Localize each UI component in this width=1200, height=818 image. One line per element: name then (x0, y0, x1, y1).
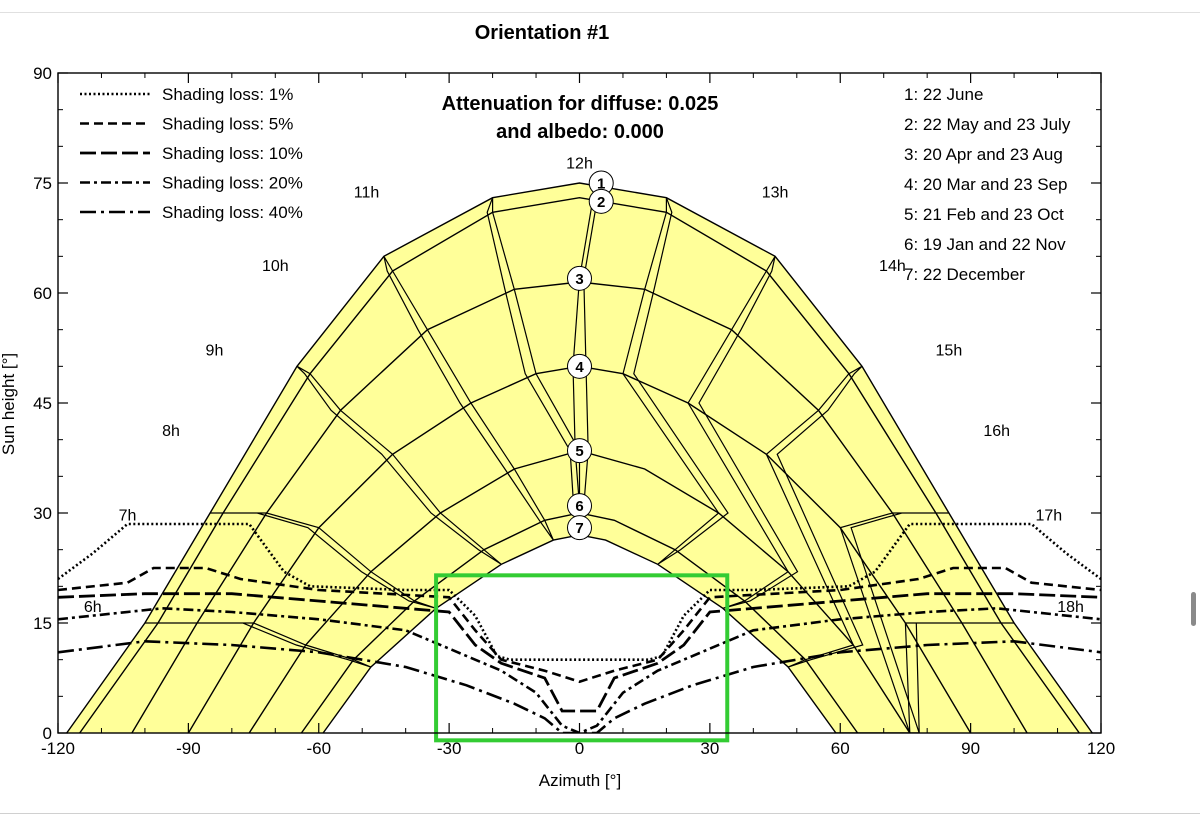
legend-entry-date: 1: 22 June (904, 85, 983, 104)
shading-line-2 (58, 566, 1101, 684)
hour-label: 6h (84, 599, 102, 616)
hour-label: 11h (354, 185, 380, 202)
highlight-box (434, 573, 730, 743)
attenuation-annotation: and albedo: 0.000 (496, 121, 664, 143)
x-tick-label: -90 (176, 739, 201, 758)
x-tick-label: -120 (41, 739, 75, 758)
legend-entry-date: 4: 20 Mar and 23 Sep (904, 175, 1068, 194)
hour-label: 18h (1057, 599, 1084, 616)
legend-entry-date: 3: 20 Apr and 23 Aug (904, 145, 1063, 164)
date-marker-label: 1 (597, 176, 605, 193)
x-tick-label: 90 (961, 739, 980, 758)
y-tick-label: 15 (33, 614, 52, 633)
legend-entry-date: 6: 19 Jan and 22 Nov (904, 235, 1066, 254)
hour-loop-0-0 (144, 622, 372, 668)
hour-loop-0-1 (835, 622, 1015, 733)
legend-entry-shading: Shading loss: 1% (162, 85, 293, 104)
y-tick-label: 45 (33, 394, 52, 413)
x-tick-label: -60 (306, 739, 331, 758)
legend-entry-shading: Shading loss: 10% (162, 144, 303, 163)
hour-label: 13h (762, 185, 789, 202)
legend-entry-shading: Shading loss: 5% (162, 115, 293, 134)
y-tick-label: 75 (33, 174, 52, 193)
date-marker-circle (567, 515, 592, 541)
date-marker-label: 6 (575, 498, 583, 515)
attenuation-annotation: Attenuation for diffuse: 0.025 (442, 93, 719, 115)
date-marker-circle (567, 265, 592, 291)
legend-entry-shading: Shading loss: 40% (162, 203, 303, 222)
x-tick-label: 60 (831, 739, 850, 758)
hour-loop-2-1 (765, 365, 864, 668)
y-tick-label: 60 (33, 284, 52, 303)
hour-label: 16h (983, 423, 1010, 440)
hour-loop-3-0 (383, 255, 554, 541)
page-bottom-divider (0, 813, 1200, 814)
page-top-divider (0, 12, 1200, 13)
date-marker-circle (567, 353, 592, 379)
x-tick-label: 120 (1087, 739, 1115, 758)
shading-line-1 (58, 522, 1101, 661)
hour-loop-3-1 (687, 255, 799, 609)
date-marker-label: 5 (575, 443, 583, 460)
hour-label: 7h (119, 507, 137, 524)
legend-entry-date: 7: 22 December (904, 265, 1025, 284)
date-marker-circle (588, 188, 614, 214)
shading-line-4 (58, 606, 1101, 733)
hour-label: 17h (1035, 507, 1062, 524)
hour-label: 8h (162, 423, 180, 440)
shading-line-5 (58, 639, 1101, 733)
y-axis-label: Sun height [°] (0, 353, 18, 455)
x-axis-label: Azimuth [°] (539, 771, 621, 790)
date-marker-circle (567, 438, 592, 464)
chart-title: Orientation #1 (475, 22, 609, 44)
hour-loop-4-1 (622, 197, 729, 565)
vertical-scrollbar-thumb[interactable] (1191, 592, 1196, 626)
date-marker-label: 2 (597, 194, 605, 211)
legend-entry-shading: Shading loss: 20% (162, 174, 303, 193)
hour-loop-1-1 (835, 512, 949, 733)
hour-label: 10h (262, 258, 289, 275)
x-tick-label: 30 (700, 739, 719, 758)
date-marker-label: 3 (575, 271, 583, 288)
shading-line-3 (58, 592, 1101, 713)
date-marker-label: 4 (575, 359, 584, 376)
hour-loop-2-0 (296, 365, 502, 565)
hour-label: 12h (566, 155, 593, 172)
y-tick-label: 90 (33, 64, 52, 83)
legend-entry-date: 2: 22 May and 23 July (904, 115, 1071, 134)
hour-label: 15h (936, 342, 963, 359)
x-tick-label: -30 (437, 739, 462, 758)
x-tick-label: 0 (575, 739, 584, 758)
hour-label: 14h (879, 258, 906, 275)
date-marker-label: 7 (575, 520, 583, 537)
legend-entry-date: 5: 21 Feb and 23 Oct (904, 205, 1064, 224)
y-tick-label: 0 (43, 724, 52, 743)
y-tick-label: 30 (33, 504, 52, 523)
hour-label: 9h (206, 342, 224, 359)
